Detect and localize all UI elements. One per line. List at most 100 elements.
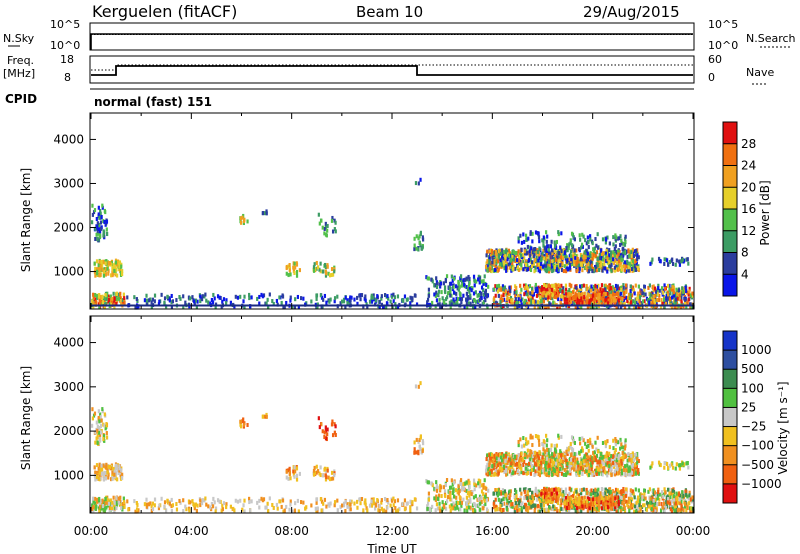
velocity-cell — [472, 495, 476, 500]
power-cell — [490, 266, 493, 271]
power-cell — [319, 293, 322, 298]
power-cell — [415, 246, 418, 251]
power-cell — [616, 236, 620, 241]
velocity-cell — [520, 470, 523, 475]
power-cell — [92, 292, 95, 297]
power-cell — [105, 227, 108, 232]
power-cell — [596, 245, 600, 250]
velocity-cell — [590, 463, 593, 468]
power-cell — [533, 304, 536, 309]
velocity-cell — [573, 463, 576, 468]
velocity-cell — [632, 469, 636, 474]
power-cell — [570, 231, 574, 236]
velocity-cell — [417, 384, 420, 389]
power-cell — [517, 293, 520, 298]
velocity-cell — [261, 498, 264, 503]
nave-tick-bottom: 0 — [708, 71, 715, 84]
power-cell — [450, 274, 453, 279]
velocity-cell — [615, 461, 618, 466]
power-cell — [515, 286, 518, 291]
power-cell — [630, 253, 633, 258]
velocity-cell — [360, 496, 364, 501]
power-cell — [328, 273, 332, 278]
power-cell — [113, 265, 116, 270]
velocity-cell — [297, 509, 300, 514]
velocity-cell — [118, 468, 121, 473]
power-cell — [99, 208, 102, 213]
power-cell — [428, 305, 432, 310]
power-cell — [287, 264, 290, 269]
velocity-cell — [467, 487, 471, 492]
power-cell — [555, 267, 558, 272]
power-cell — [553, 248, 557, 253]
velocity-cell — [533, 506, 537, 511]
power-cell — [619, 234, 622, 239]
power-cell — [120, 301, 123, 306]
power-cell — [609, 293, 612, 298]
power-cell — [528, 284, 532, 289]
velocity-cell — [510, 461, 513, 466]
power-cell — [545, 239, 548, 244]
power-cell — [595, 264, 598, 269]
velocity-cell — [331, 419, 334, 424]
power-cell — [317, 212, 320, 217]
velocity-cell — [529, 452, 532, 457]
power-cell — [551, 259, 554, 264]
power-cell — [631, 259, 635, 264]
power-cell — [643, 284, 646, 289]
power-cell — [515, 300, 518, 305]
station-title: Kerguelen (fitACF) — [92, 2, 237, 21]
velocity-cell — [356, 499, 359, 504]
power-cell — [530, 264, 534, 269]
power-cell — [625, 296, 629, 301]
power-cell — [553, 300, 556, 305]
power-cell — [592, 267, 596, 272]
power-cell — [113, 268, 116, 273]
power-cell — [587, 240, 590, 245]
power-cell — [520, 305, 523, 310]
power-cell — [555, 287, 559, 292]
nsearch-label: N.Search — [746, 32, 796, 45]
power-cell — [151, 297, 155, 302]
power-cell — [671, 284, 674, 289]
power-cell — [585, 259, 588, 264]
velocity-cell — [153, 503, 156, 508]
power-cell — [97, 294, 101, 299]
velocity-cell — [608, 463, 611, 468]
velocity-cell — [107, 475, 110, 480]
power-cell — [675, 301, 679, 306]
power-cell — [623, 268, 626, 273]
velocity-cell — [529, 471, 533, 476]
velocity-cell — [415, 506, 419, 511]
power-cell — [315, 266, 318, 271]
power-cell — [528, 299, 532, 304]
velocity-cell — [488, 453, 491, 458]
power-cell — [266, 297, 269, 302]
power-cell — [608, 283, 612, 288]
velocity-cell — [458, 495, 461, 500]
velocity-cell — [441, 500, 444, 505]
power-cell — [493, 267, 497, 272]
power-cell — [97, 227, 101, 232]
power-cell — [621, 252, 624, 257]
velocity-cell — [378, 508, 381, 513]
power-cell — [328, 299, 331, 304]
velocity-cell — [592, 471, 596, 476]
power-cell — [329, 297, 332, 302]
power-cell — [662, 288, 666, 293]
power-cell — [586, 287, 589, 292]
velocity-cell — [474, 509, 477, 514]
power-cell — [271, 299, 274, 304]
velocity-cell — [598, 467, 601, 472]
velocity-cell — [409, 508, 412, 513]
power-cell — [610, 262, 613, 267]
power-cell — [530, 246, 533, 251]
velocity-cell — [457, 484, 460, 489]
power-cell — [565, 302, 569, 307]
velocity-cell — [91, 507, 94, 512]
power-cell — [529, 259, 533, 264]
power-cell — [97, 212, 100, 217]
velocity-cell — [107, 464, 110, 469]
power-cell — [119, 291, 122, 296]
velocity-cell — [294, 501, 297, 506]
